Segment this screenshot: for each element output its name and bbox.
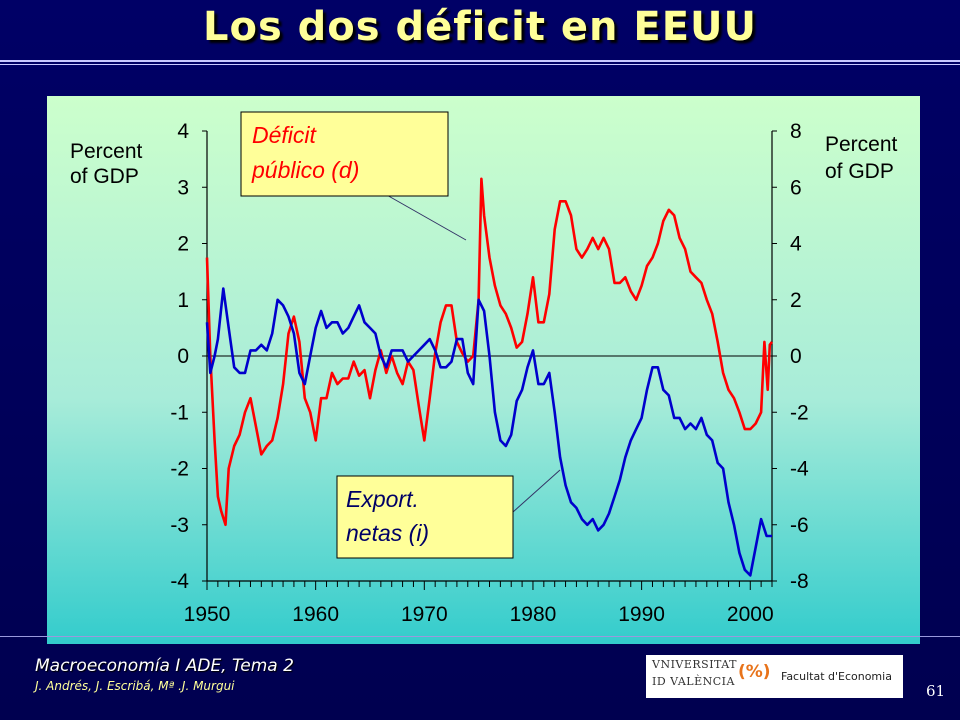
- slide-title: Los dos déficit en EEUU: [202, 4, 758, 50]
- right-tick-label: 8: [790, 120, 802, 143]
- left-tick-label: -1: [170, 401, 189, 424]
- left-tick-label: 2: [177, 233, 189, 256]
- right-tick-label: 0: [790, 345, 802, 368]
- deficit-callout-line2: público (d): [251, 157, 359, 183]
- right-tick-label: -4: [790, 458, 809, 481]
- x-tick-label: 1950: [184, 603, 231, 626]
- x-tick-label: 1970: [401, 603, 448, 626]
- footer-authors: J. Andrés, J. Escribá, Mª .J. Murgui: [35, 679, 235, 693]
- right-tick-label: 2: [790, 289, 802, 312]
- left-tick-label: -4: [170, 570, 189, 593]
- net-exports-series-line: [205, 287, 772, 577]
- title-divider-thin: [0, 64, 960, 65]
- left-tick-label: 0: [177, 345, 189, 368]
- logo-line2: ID VALÈNCIA: [652, 675, 735, 688]
- right-tick-label: -2: [790, 401, 809, 424]
- left-tick-label: -3: [170, 514, 189, 537]
- logo-faculty: Facultat d'Economia: [781, 670, 892, 683]
- x-tick-label: 1990: [618, 603, 665, 626]
- right-axis-label-line2: of GDP: [825, 160, 894, 183]
- footer-course: Macroeconomía I ADE, Tema 2: [35, 656, 294, 676]
- x-tick-label: 1960: [292, 603, 339, 626]
- left-axis-label-line1: Percent: [70, 140, 143, 163]
- right-tick-label: -6: [790, 514, 809, 537]
- left-tick-label: -2: [170, 458, 189, 481]
- left-tick-label: 3: [177, 176, 189, 199]
- slide-number: 61: [926, 682, 946, 700]
- exports-callout-leader: [512, 469, 561, 513]
- left-tick-label: 1: [177, 289, 189, 312]
- footer-divider: [0, 636, 960, 637]
- title-divider: [0, 60, 960, 62]
- university-logo: VNIVERSITAT ID VALÈNCIA (%) Facultat d'E…: [646, 655, 903, 698]
- left-axis-label-line2: of GDP: [70, 165, 139, 188]
- right-tick-label: -8: [790, 570, 809, 593]
- logo-mark: (%): [738, 662, 771, 682]
- exports-callout-line1: Export.: [346, 486, 419, 512]
- left-tick-label: 4: [177, 120, 189, 143]
- exports-callout-line2: netas (i): [346, 520, 429, 546]
- deficit-series-line: [205, 177, 774, 527]
- x-tick-label: 1980: [510, 603, 557, 626]
- exports-callout-box: [336, 475, 514, 559]
- right-tick-label: 6: [790, 176, 802, 199]
- right-axis-label-line1: Percent: [825, 133, 898, 156]
- deficit-callout-line1: Déficit: [252, 122, 318, 148]
- deficit-callout-leader: [384, 193, 467, 241]
- deficit-callout-box: [240, 111, 449, 197]
- x-tick-label: 2000: [727, 603, 774, 626]
- right-tick-label: 4: [790, 233, 802, 256]
- logo-line1: VNIVERSITAT: [652, 658, 737, 671]
